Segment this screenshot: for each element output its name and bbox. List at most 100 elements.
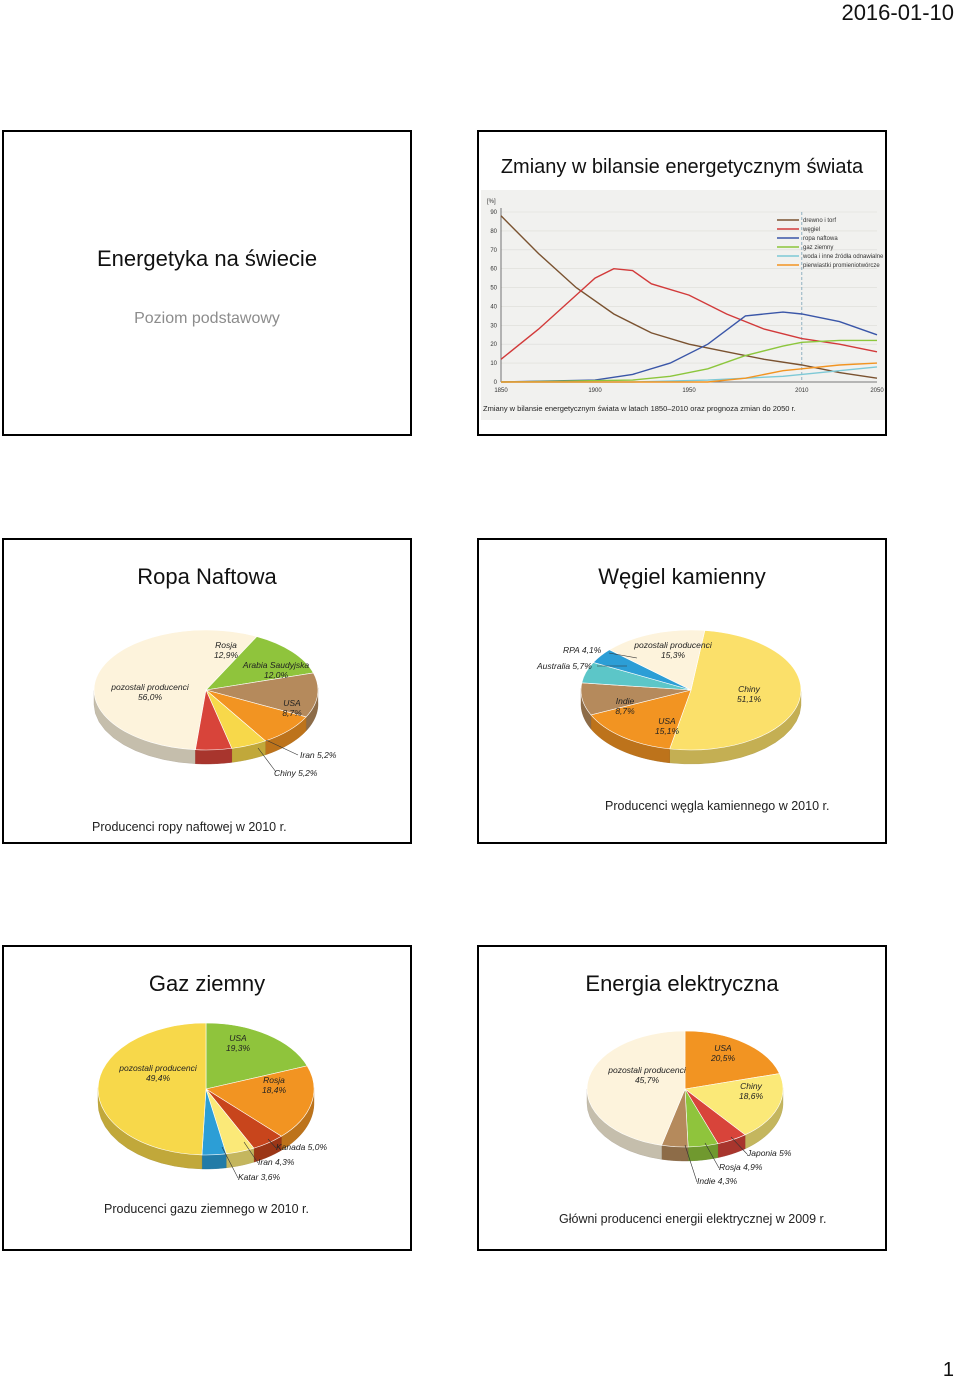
leader-line	[608, 652, 638, 659]
y-tick-label: 10	[490, 361, 497, 367]
slide-title-text: Ropa Naftowa	[137, 564, 277, 589]
pie-label-value: 19,3%	[226, 1043, 251, 1053]
pie-slice	[684, 1073, 784, 1136]
slide-gas[interactable]: Gaz ziemny USA 19,3% Rosja 18,4% Kanada 5,0%…	[2, 945, 412, 1251]
pie-label-name: pozostali producenci	[607, 1065, 687, 1075]
pie-label: Chiny 5,2%	[274, 768, 318, 778]
pie-label-name: pozostali producenci	[110, 682, 190, 692]
y-tick-label: 70	[490, 248, 497, 254]
y-tick-label: 60	[490, 267, 497, 273]
slide-title[interactable]: Energetyka na świecie Poziom podstawowy	[2, 130, 412, 436]
pie-label-value: 49,4%	[146, 1073, 171, 1083]
pie-label-name: pozostali producenci	[633, 640, 713, 650]
pie-label-value: 45,7%	[635, 1075, 660, 1085]
pie-label-name: USA	[714, 1043, 732, 1053]
y-axis-label: [%]	[487, 199, 496, 205]
page-number: 1	[942, 1359, 954, 1381]
pie-slice	[590, 689, 692, 750]
pie-slice	[205, 672, 319, 718]
energy-mix-line-chart: 0 10 20 30 40 50 60 70 80 90 [%] 1850 1900 1950 2010 20…	[481, 190, 885, 420]
pie-label-value: 51,1%	[737, 694, 762, 704]
chart-caption: Producenci ropy naftowej w 2010 r.	[92, 820, 287, 834]
pie-label-name: USA	[283, 698, 301, 708]
slide-electricity[interactable]: Energia elektryczna USA 20,5% Chiny 18,6% Ja…	[477, 945, 887, 1251]
legend-label: ropa naftowa	[803, 236, 838, 242]
pie-label: RPA 4,1%	[563, 645, 602, 655]
slide-title-text: Energia elektryczna	[585, 971, 779, 996]
pie-slice	[586, 1030, 686, 1146]
pie-slice	[205, 636, 314, 691]
pie-label-name: pozostali producenci	[118, 1063, 198, 1073]
pie-slice	[97, 1022, 207, 1156]
y-tick-label: 40	[490, 304, 497, 310]
slide-oil[interactable]: Ropa Naftowa pozostali producenci 56,0% Ro…	[2, 538, 412, 844]
slide-title-text: Gaz ziemny	[148, 971, 266, 996]
chart-caption: Główni producenci energii elektrycznej w…	[559, 1212, 827, 1226]
leader-line	[704, 1142, 720, 1169]
pie-tops	[93, 629, 319, 751]
pie-slice	[684, 1030, 780, 1090]
pie-tops	[586, 1030, 784, 1148]
pie-tops	[97, 1022, 315, 1156]
pie-label: Iran 5,2%	[300, 750, 337, 760]
slide-coal[interactable]: Węgiel kamienny Chiny 51,1% USA 15,1% Indie 8…	[477, 538, 887, 844]
pie-label-name: Rosja	[215, 640, 237, 650]
pie-label-value: 20,5%	[710, 1053, 736, 1063]
series-line	[500, 267, 878, 360]
y-tick-label: 30	[490, 323, 497, 329]
x-tick-label: 1900	[588, 388, 602, 394]
series-line	[500, 339, 877, 383]
pie-label-name: Chiny	[738, 684, 760, 694]
leader-line	[265, 739, 299, 756]
y-tick-label: 90	[490, 210, 497, 216]
y-tick-label: 50	[490, 286, 497, 292]
pie-label-name: Indie	[616, 696, 635, 706]
x-tick-label: 2050	[870, 388, 884, 394]
pie-label: Iran 4,3%	[258, 1157, 295, 1167]
y-tick-label: 20	[490, 342, 497, 348]
pie-label-value: 12,0%	[264, 670, 289, 680]
chart-caption: Zmiany w bilansie energetycznym świata w…	[483, 404, 796, 413]
x-tick-label: 2010	[795, 388, 809, 394]
y-tick-label: 80	[490, 229, 497, 235]
pie-label-value: 8,7%	[282, 708, 302, 718]
chart-caption: Producenci węgla kamiennego w 2010 r.	[605, 799, 830, 813]
pie-label-value: 12,9%	[214, 650, 239, 660]
legend-label: drewno i torf	[803, 218, 836, 224]
pie-label: Katar 3,6%	[238, 1172, 280, 1182]
pie-label-value: 15,1%	[655, 726, 680, 736]
pie-label-name: USA	[229, 1033, 247, 1043]
pie-slice	[205, 1065, 315, 1137]
pie-label: Indie 4,3%	[697, 1176, 738, 1186]
pie-label: Japonia 5%	[746, 1148, 792, 1158]
pie-side	[195, 748, 233, 765]
pie-slice	[608, 629, 706, 691]
pie-label: Kanada 5,0%	[276, 1142, 327, 1152]
slide-energy-mix[interactable]: Zmiany w bilansie energetycznym świata 0…	[477, 130, 887, 436]
pie-label-value: 8,7%	[615, 706, 635, 716]
header-date: 2016-01-10	[841, 0, 954, 25]
legend-label: woda i inne źródła odnawialne	[802, 254, 884, 260]
slide-title-text: Węgiel kamienny	[598, 564, 766, 589]
pie-label-name: Arabia Saudyjska	[242, 660, 309, 670]
pie-label-name: Chiny	[740, 1081, 762, 1091]
pie-tops	[580, 629, 802, 751]
pie-slice	[93, 629, 258, 751]
leader-line	[243, 1141, 259, 1164]
leader-line	[257, 747, 277, 773]
pie-sides	[93, 687, 319, 765]
series-line	[501, 362, 878, 383]
chart-background	[481, 190, 885, 420]
pie-label-value: 18,6%	[739, 1091, 764, 1101]
pie-label-value: 56,0%	[138, 692, 163, 702]
pie-slice	[195, 688, 233, 751]
slide-title-text: Zmiany w bilansie energetycznym świata	[500, 156, 864, 178]
pie-slice	[669, 630, 802, 751]
series-line	[500, 311, 878, 383]
pie-label: Rosja 4,9%	[719, 1162, 763, 1172]
